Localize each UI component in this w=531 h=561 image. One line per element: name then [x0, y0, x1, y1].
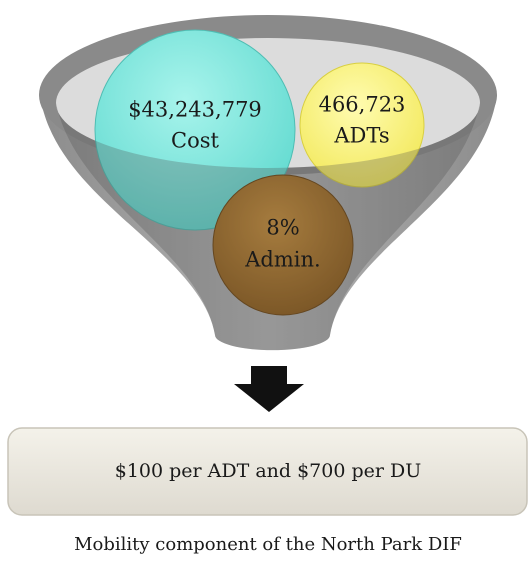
node-value: 8% [266, 216, 299, 240]
node-value: 466,723 [319, 93, 406, 117]
caption: Mobility component of the North Park DIF [74, 534, 462, 555]
result-text: $100 per ADT and $700 per DU [115, 460, 422, 482]
node-label: ADTs [333, 124, 389, 148]
down-arrow [234, 366, 304, 412]
node-value: $43,243,779 [128, 98, 262, 122]
page: $43,243,779 Cost 466,723 ADTs 8% Admin. … [0, 0, 531, 561]
node-label: Cost [171, 129, 219, 153]
diagram: $43,243,779 Cost 466,723 ADTs 8% Admin. … [0, 0, 531, 561]
node-label: Admin. [244, 248, 320, 272]
